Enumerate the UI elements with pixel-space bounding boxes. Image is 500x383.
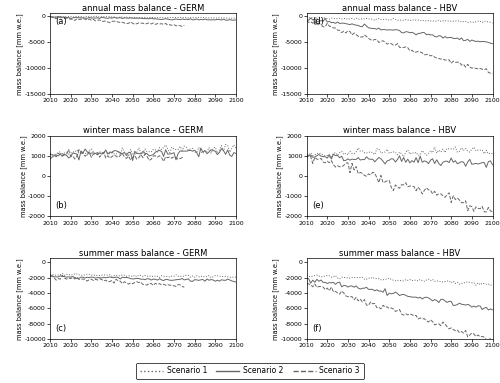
Y-axis label: mass balance [mm w.e.]: mass balance [mm w.e.] <box>16 258 23 340</box>
Text: (b): (b) <box>56 201 68 210</box>
Text: (f): (f) <box>312 324 322 332</box>
Title: summer mass balance - GERM: summer mass balance - GERM <box>79 249 207 258</box>
Title: winter mass balance - GERM: winter mass balance - GERM <box>83 126 203 135</box>
Text: (d): (d) <box>312 16 324 26</box>
Text: (a): (a) <box>56 16 67 26</box>
Text: (e): (e) <box>312 201 324 210</box>
Legend: Scenario 1, Scenario 2, Scenario 3: Scenario 1, Scenario 2, Scenario 3 <box>136 363 364 379</box>
Y-axis label: mass balance [mm w.e.]: mass balance [mm w.e.] <box>272 13 280 95</box>
Y-axis label: mass balance [mm w.e.]: mass balance [mm w.e.] <box>20 135 26 217</box>
Title: winter mass balance - HBV: winter mass balance - HBV <box>343 126 456 135</box>
Y-axis label: mass balance [mm w.e.]: mass balance [mm w.e.] <box>272 258 280 340</box>
Title: annual mass balance - HBV: annual mass balance - HBV <box>342 3 457 13</box>
Title: summer mass balance - HBV: summer mass balance - HBV <box>339 249 460 258</box>
Y-axis label: mass balance [mm w.e.]: mass balance [mm w.e.] <box>16 13 23 95</box>
Y-axis label: mass balance [mm w.e.]: mass balance [mm w.e.] <box>276 135 283 217</box>
Text: (c): (c) <box>56 324 66 332</box>
Title: annual mass balance - GERM: annual mass balance - GERM <box>82 3 204 13</box>
